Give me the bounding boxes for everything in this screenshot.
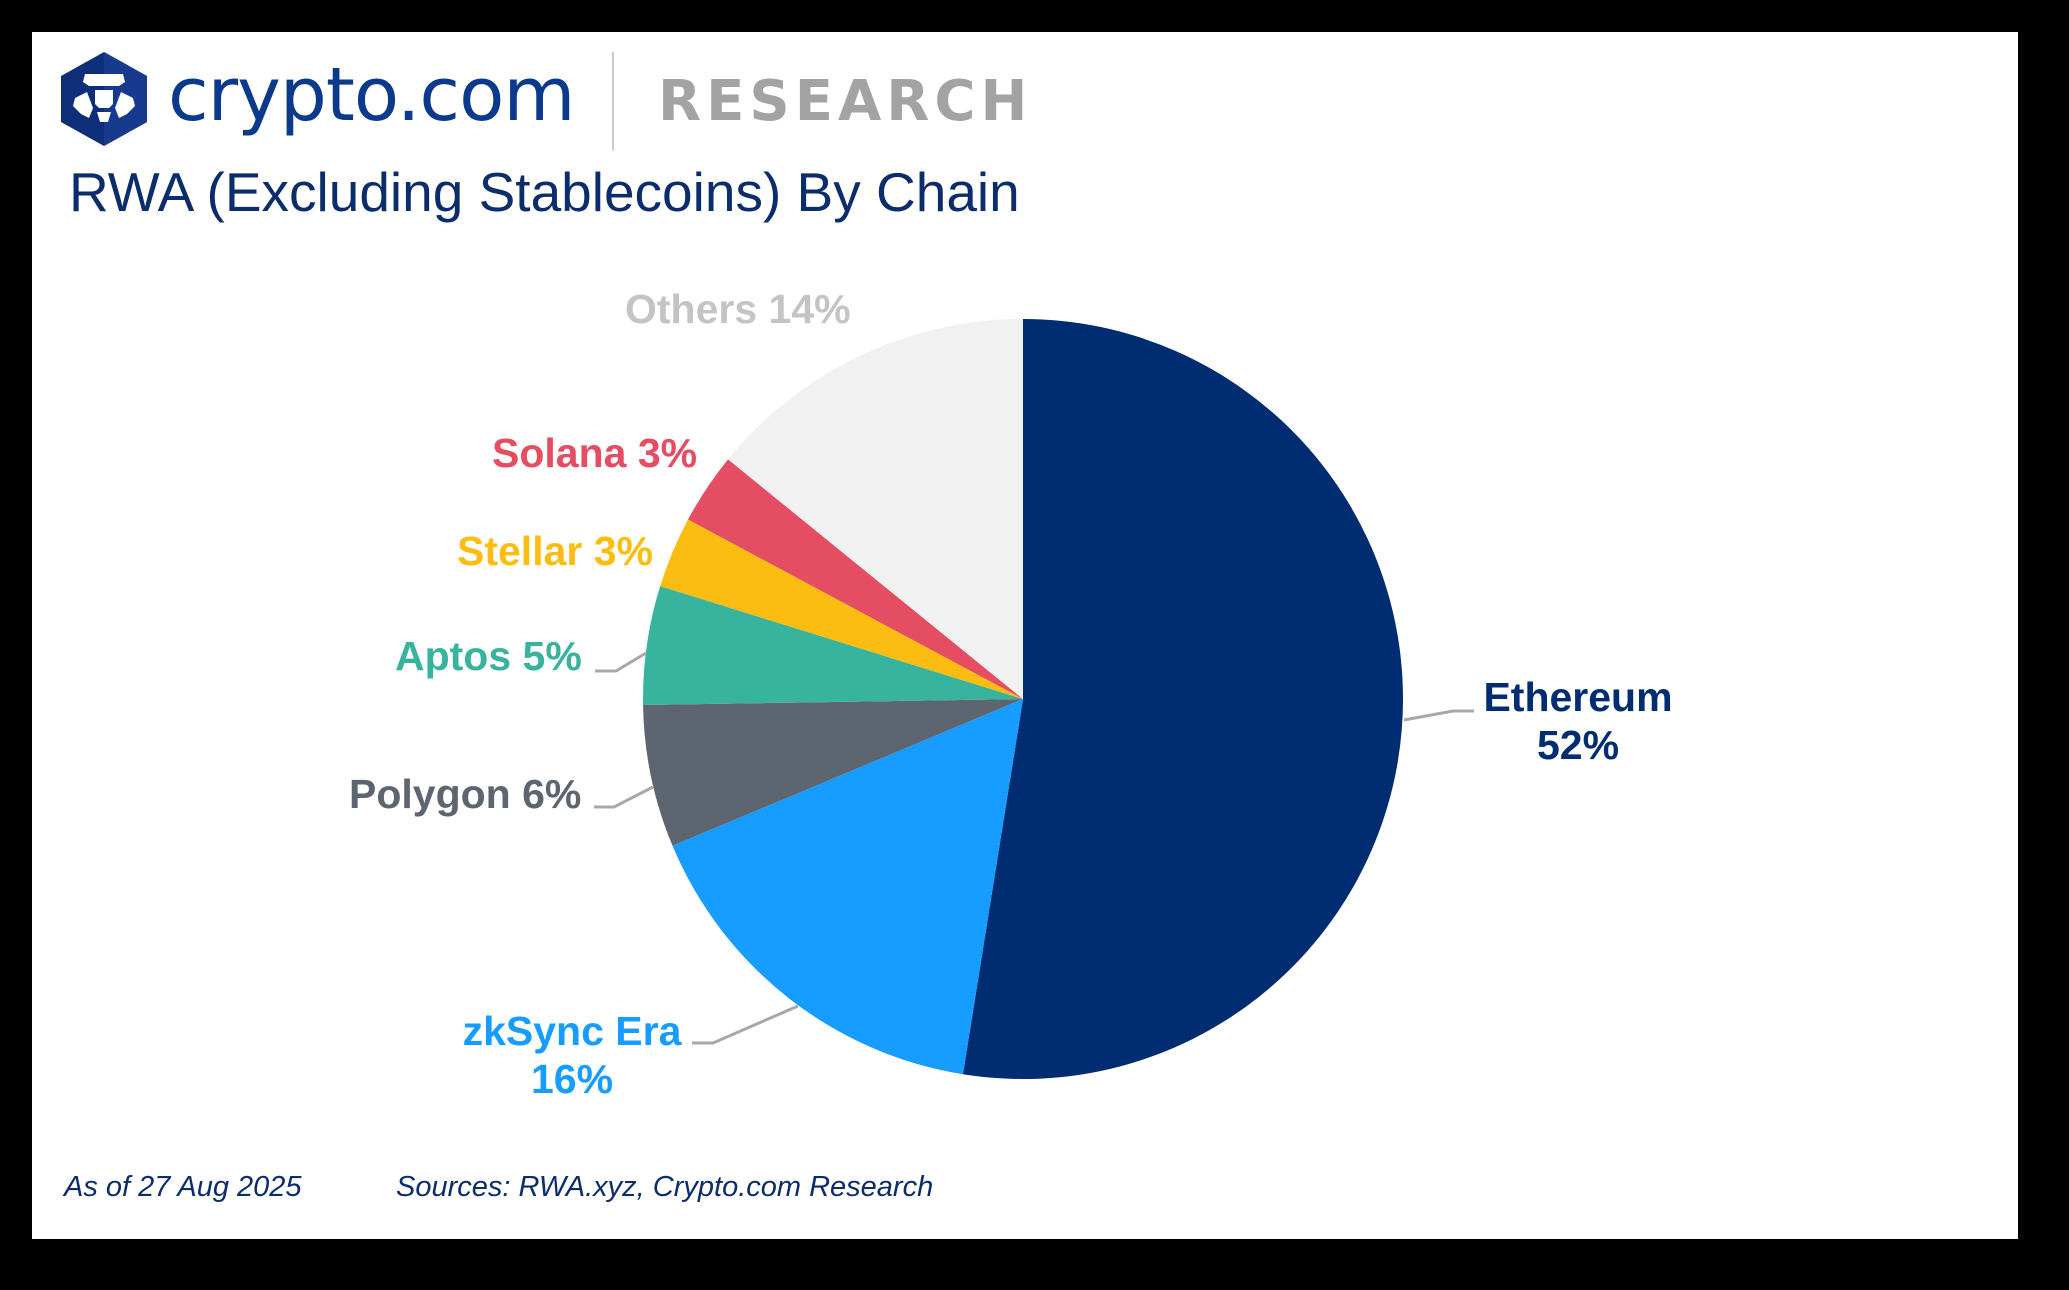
leader-line-aptos: [595, 651, 647, 673]
brand-wordmark: crypto.com: [168, 52, 575, 138]
label-aptos: Aptos 5%: [395, 633, 582, 679]
pie-slice-others: [728, 319, 1023, 699]
label-solana: Solana 3%: [492, 430, 698, 476]
pie-slice-solana: [688, 459, 1023, 699]
pie-slice-stellar: [660, 519, 1023, 699]
header-divider: [612, 52, 614, 150]
leader-line-polygon: [594, 785, 654, 809]
leader-line-zksync: [692, 1004, 799, 1045]
label-ethereum-name: Ethereum: [1483, 674, 1673, 720]
leader-lines: [594, 651, 1474, 1045]
pie-slice-ethereum: [962, 319, 1403, 1079]
research-label: RESEARCH: [658, 69, 1033, 134]
label-zksync-name: zkSync Era: [462, 1008, 682, 1054]
crypto-com-logo-icon: [61, 52, 147, 146]
leader-line-ethereum: [1403, 709, 1474, 722]
chart-title: RWA (Excluding Stablecoins) By Chain: [69, 161, 1020, 223]
label-ethereum-value: 52%: [1536, 722, 1620, 768]
label-polygon: Polygon 6%: [349, 771, 582, 817]
label-others: Others 14%: [625, 286, 851, 332]
label-stellar: Stellar 3%: [457, 528, 653, 574]
label-zksync: zkSync Era 16%: [452, 1008, 692, 1102]
sources-note: Sources: RWA.xyz, Crypto.com Research: [396, 1171, 934, 1203]
label-zksync-value: 16%: [530, 1056, 614, 1102]
as-of-date: As of 27 Aug 2025: [64, 1171, 302, 1203]
pie-slice-zksync-era: [672, 699, 1023, 1075]
pie-slices: [643, 319, 1403, 1079]
pie-slice-aptos: [643, 586, 1023, 706]
label-ethereum: Ethereum 52%: [1470, 674, 1686, 768]
pie-slice-polygon: [643, 699, 1023, 846]
